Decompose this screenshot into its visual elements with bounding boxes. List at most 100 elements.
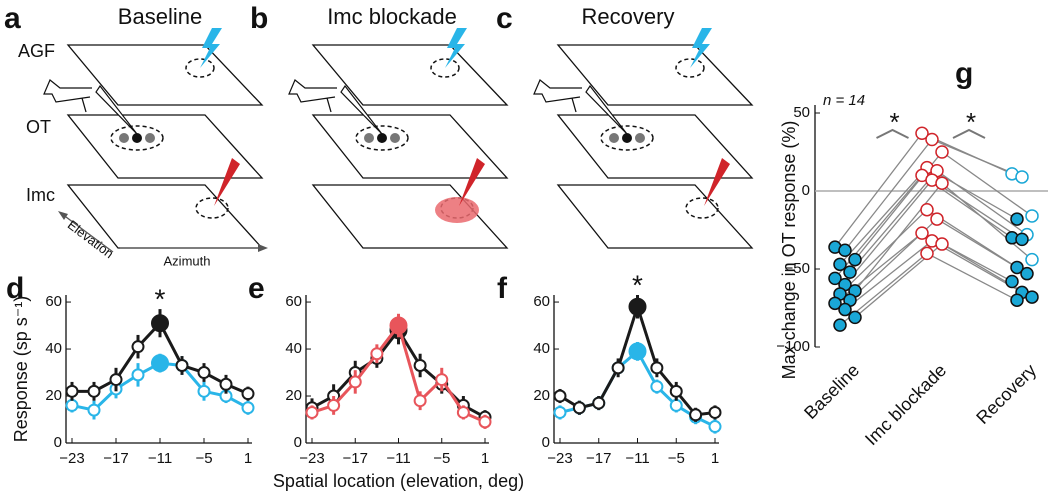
panel-letter: c: [496, 2, 513, 35]
x-tick-label: Recovery: [972, 360, 1040, 428]
data-point: [87, 384, 101, 398]
y-tick-label: 20: [533, 387, 550, 404]
panel-letter: f: [497, 272, 508, 305]
x-tick-label: −17: [103, 450, 128, 467]
data-point: [1010, 293, 1024, 307]
significance-star: *: [966, 107, 976, 137]
data-point: [708, 405, 722, 419]
panel-letter: e: [248, 272, 265, 305]
data-point: [456, 405, 470, 419]
pair-line: [839, 209, 928, 295]
pair-line: [844, 139, 933, 251]
data-point: [838, 243, 852, 258]
data-point: [669, 398, 683, 412]
data-point: [478, 415, 492, 429]
layer-stack: [533, 27, 753, 249]
data-point: [930, 212, 944, 226]
data-point: [219, 377, 233, 391]
y-tick-label: 0: [294, 434, 302, 451]
data-point: [65, 398, 79, 412]
data-point: [197, 366, 211, 380]
data-point: [708, 420, 722, 434]
data-point: [553, 405, 567, 419]
data-point: [131, 340, 145, 354]
data-point: [611, 361, 625, 375]
data-point: [1010, 212, 1024, 226]
y-tick-label: 60: [45, 293, 62, 310]
significance-star: *: [632, 269, 643, 300]
data-point: [87, 403, 101, 417]
layer-label: AGF: [18, 41, 55, 61]
data-point: [1015, 232, 1029, 247]
x-tick-label: 1: [711, 450, 719, 467]
panel-letter: a: [4, 2, 21, 35]
layer-stack: [43, 27, 263, 249]
x-tick-label: 1: [481, 450, 489, 467]
panel-letter: d: [6, 272, 24, 305]
data-point: [848, 310, 862, 325]
x-tick-label: −11: [148, 450, 172, 467]
y-axis-label: Max change in OT response (%): [779, 121, 799, 380]
data-point: [327, 398, 341, 412]
electrode: [214, 158, 240, 206]
data-point: [389, 316, 408, 335]
data-point: [1025, 252, 1039, 267]
x-tick-label: −11: [386, 450, 410, 467]
significance-star: *: [155, 283, 166, 314]
blockade-region: [435, 197, 479, 223]
data-point: [689, 408, 703, 422]
data-point: [828, 296, 842, 311]
data-point: [838, 302, 852, 317]
y-tick-label: 60: [533, 293, 550, 310]
data-point: [175, 358, 189, 372]
y-tick-label: 0: [542, 434, 550, 451]
significance-bracket: [876, 128, 909, 139]
x-tick-label: −5: [433, 450, 450, 467]
data-point: [65, 384, 79, 398]
data-point: [553, 389, 567, 403]
panel-title: Imc blockade: [327, 4, 457, 29]
data-point: [1020, 266, 1034, 281]
electrode: [459, 158, 485, 206]
data-point: [151, 354, 169, 373]
y-tick-label: 40: [45, 340, 62, 357]
data-point: [833, 257, 847, 272]
panel-title: Recovery: [582, 4, 675, 29]
data-point: [669, 384, 683, 398]
data-point: [915, 226, 929, 240]
data-point: [628, 342, 647, 361]
data-point: [1025, 209, 1039, 223]
data-point: [920, 246, 934, 261]
x-tick-label: Baseline: [800, 360, 863, 423]
panel-letter: g: [955, 57, 973, 90]
data-point: [197, 384, 211, 398]
y-tick-label: 0: [802, 182, 810, 199]
x-tick-label: Imc blockade: [861, 360, 950, 449]
pair-line: [834, 132, 923, 248]
data-point: [435, 373, 449, 387]
data-point: [592, 396, 606, 410]
data-point: [305, 405, 319, 419]
pair-line: [844, 179, 933, 286]
pair-line: [926, 252, 1018, 301]
data-point: [413, 394, 427, 408]
y-tick-label: 20: [45, 387, 62, 404]
data-point: [413, 358, 427, 372]
y-tick-label: −100: [776, 338, 810, 355]
data-point: [650, 361, 664, 375]
pair-line: [941, 182, 1033, 261]
data-point: [848, 252, 862, 267]
x-tick-label: −17: [586, 450, 611, 467]
data-point: [241, 387, 255, 401]
data-point: [828, 271, 842, 286]
layer-label: OT: [26, 117, 51, 137]
data-point: [920, 202, 934, 217]
significance-star: *: [889, 107, 899, 137]
data-point: [935, 145, 949, 159]
data-point: [1015, 170, 1029, 184]
panel-title: Baseline: [118, 4, 202, 29]
sample-size: n = 14: [823, 92, 865, 109]
axis-label: Azimuth: [164, 253, 211, 268]
pair-line: [931, 179, 1023, 240]
x-tick-label: −23: [547, 450, 572, 467]
